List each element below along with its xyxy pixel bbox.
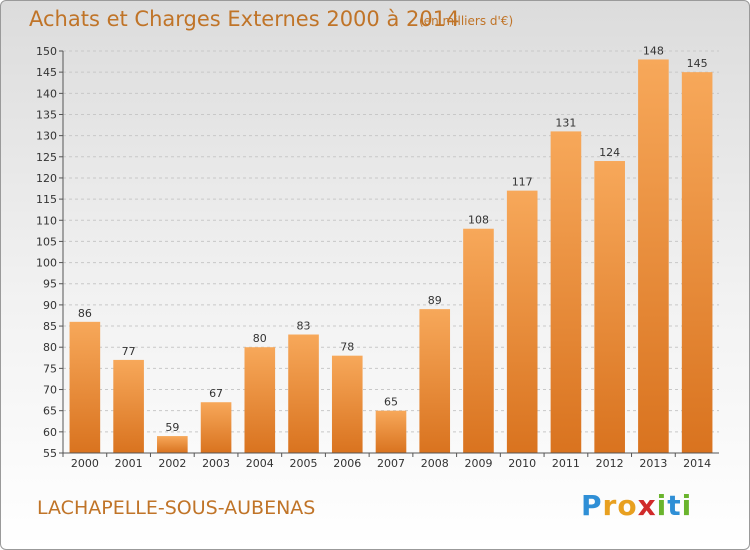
bar-2007	[375, 410, 407, 453]
y-tick-label: 80	[43, 341, 57, 354]
bar-value-label: 67	[209, 387, 223, 400]
x-tick-label: 2013	[639, 457, 667, 470]
bar-2001	[113, 359, 144, 453]
x-tick-label: 2007	[377, 457, 405, 470]
bar-2009	[463, 228, 494, 453]
x-tick-label: 2000	[71, 457, 99, 470]
bar-value-label: 89	[428, 294, 442, 307]
axes	[62, 51, 719, 454]
y-tick-label: 140	[36, 87, 57, 100]
y-tick-label: 145	[36, 66, 57, 79]
x-tick-label: 2014	[683, 457, 711, 470]
y-tick-label: 75	[43, 362, 57, 375]
bar-2008	[419, 309, 451, 453]
y-tick-label: 55	[43, 447, 57, 460]
bar-2012	[594, 161, 625, 453]
bar-value-label: 117	[512, 176, 533, 189]
bar-2005	[288, 334, 319, 453]
x-tick-label: 2005	[290, 457, 318, 470]
commune-name: LACHAPELLE-SOUS-AUBENAS	[37, 497, 316, 519]
bar-value-label: 65	[384, 396, 398, 409]
y-tick-label: 125	[36, 151, 57, 164]
bar-value-label: 59	[165, 421, 179, 434]
x-axis-ticks: 2000 2001 2002 2003 2004 2005 2006 2007 2008 2009…	[62, 453, 711, 470]
x-tick-label: 2002	[158, 457, 186, 470]
logo-letter-r: r	[602, 489, 618, 522]
bar-2002	[157, 436, 188, 453]
x-tick-label: 2006	[333, 457, 361, 470]
x-tick-label: 2008	[421, 457, 449, 470]
y-tick-label: 105	[36, 235, 57, 248]
y-tick-label: 90	[43, 299, 57, 312]
y-axis-ticks: 55 60 65 70 75 80 85 90 95 100 105 110 115 120 125 130 1…	[36, 45, 63, 460]
bar-value-label: 148	[643, 44, 664, 57]
x-tick-label: 2004	[246, 457, 274, 470]
x-tick-label: 2011	[552, 457, 580, 470]
bars: 86 77 59 67 80 83 78 65 89 108 117 131 124 148 145	[69, 44, 713, 454]
proxiti-logo: Proxiti	[581, 489, 692, 522]
bar-value-label: 145	[687, 57, 708, 70]
bar-2010	[506, 190, 538, 454]
y-tick-label: 120	[36, 172, 57, 185]
bar-value-label: 77	[122, 345, 136, 358]
bar-2004	[244, 347, 276, 453]
x-tick-label: 2012	[596, 457, 624, 470]
chart-title: Achats et Charges Externes 2000 à 2014	[29, 7, 460, 31]
x-tick-label: 2009	[464, 457, 492, 470]
y-tick-label: 70	[43, 384, 57, 397]
y-tick-label: 85	[43, 320, 57, 333]
y-tick-label: 100	[36, 257, 57, 270]
bar-2003	[200, 402, 232, 453]
y-tick-label: 115	[36, 193, 57, 206]
y-tick-label: 95	[43, 278, 57, 291]
bar-value-label: 131	[555, 116, 576, 129]
logo-letter-i: i	[656, 489, 668, 522]
y-tick-label: 65	[43, 405, 57, 418]
bar-value-label: 108	[468, 214, 489, 227]
bar-2000	[69, 321, 101, 453]
x-tick-label: 2001	[115, 457, 143, 470]
bar-value-label: 124	[599, 146, 620, 159]
logo-letter-p: P	[581, 489, 603, 522]
bar-2011	[550, 131, 582, 453]
bar-2006	[331, 355, 363, 453]
chart-subtitle: (en milliers d'€)	[419, 14, 514, 28]
bar-value-label: 80	[253, 332, 267, 345]
logo-letter-x: x	[637, 489, 657, 522]
x-tick-label: 2003	[202, 457, 230, 470]
logo-letter-t: t	[667, 489, 682, 522]
bar-2014	[681, 72, 713, 453]
y-tick-label: 150	[36, 45, 57, 58]
logo-letter-o: o	[617, 489, 638, 522]
y-tick-label: 135	[36, 108, 57, 121]
x-tick-label: 2010	[508, 457, 536, 470]
bar-2013	[638, 59, 669, 453]
bar-value-label: 78	[340, 341, 354, 354]
logo-letter-i2: i	[681, 489, 693, 522]
y-tick-label: 110	[36, 214, 57, 227]
y-tick-label: 130	[36, 130, 57, 143]
y-tick-label: 60	[43, 426, 57, 439]
bar-value-label: 83	[297, 320, 311, 333]
bar-value-label: 86	[78, 307, 92, 320]
